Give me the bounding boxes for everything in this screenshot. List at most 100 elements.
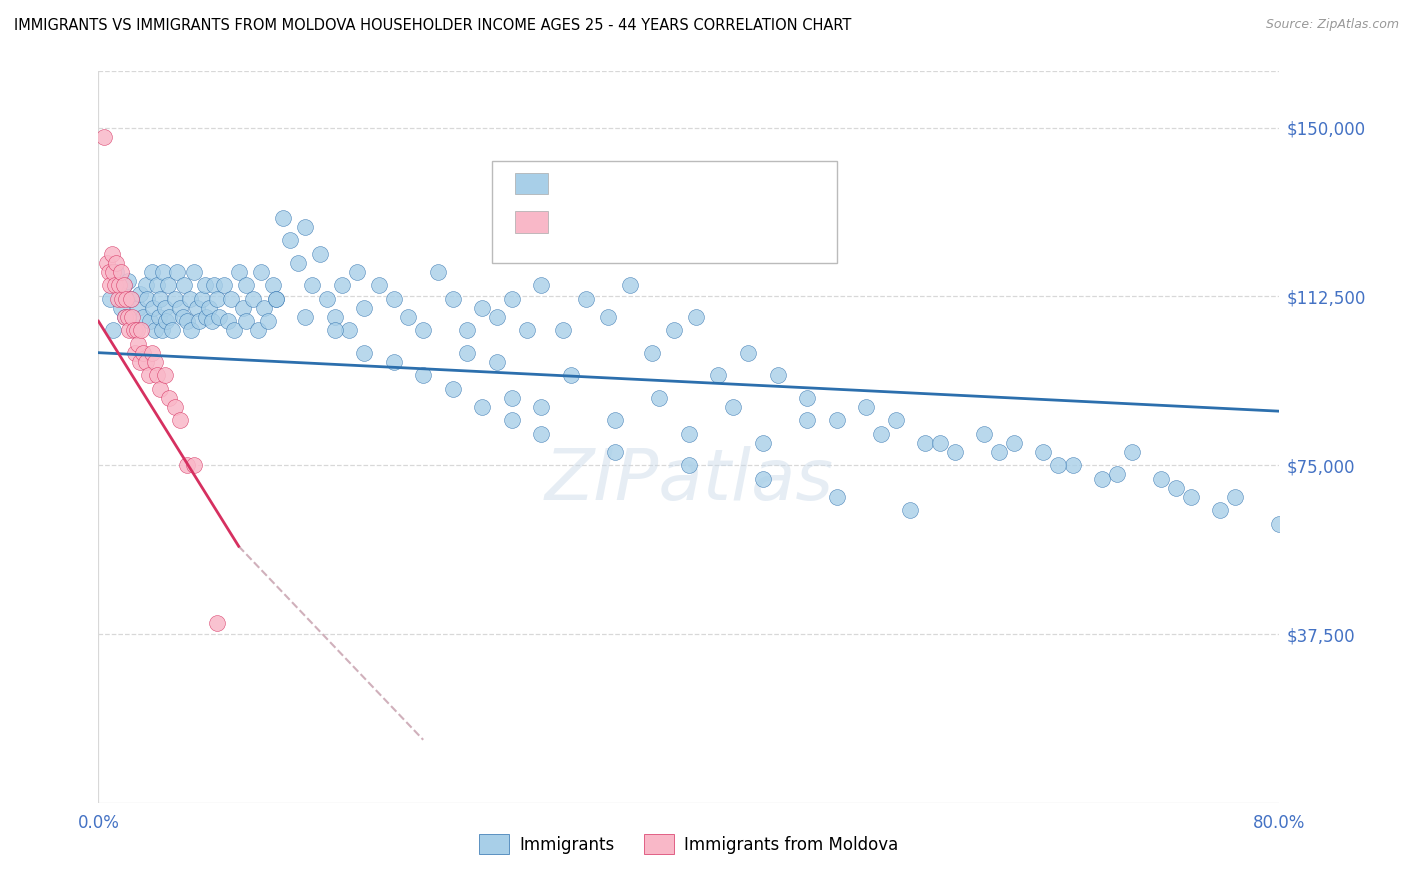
Point (253, 301, 276, 315)
Point (457, 345, 479, 359)
Point (825, 490, 848, 504)
Point (128, 287, 150, 301)
Point (855, 400, 877, 414)
Point (257, 314, 280, 328)
Point (201, 314, 224, 328)
Point (1166, 481, 1188, 495)
Point (294, 219, 316, 234)
Point (104, 278, 127, 293)
Point (179, 292, 201, 306)
Point (172, 310, 194, 324)
Point (129, 323, 152, 337)
Point (246, 323, 269, 337)
Point (176, 458, 198, 473)
Point (309, 246, 332, 260)
Point (141, 265, 163, 279)
Point (143, 323, 166, 337)
Point (530, 400, 553, 414)
Point (486, 310, 509, 324)
Point (121, 310, 143, 324)
Point (271, 211, 294, 225)
Text: -0.471: -0.471 (593, 216, 658, 234)
Point (1225, 490, 1247, 504)
Point (146, 278, 169, 293)
Point (139, 314, 162, 328)
Point (471, 400, 494, 414)
Point (132, 345, 155, 359)
Point (103, 265, 125, 279)
Point (501, 391, 523, 405)
Point (108, 278, 131, 293)
Point (988, 444, 1011, 458)
Point (796, 413, 818, 427)
Point (115, 292, 138, 306)
Point (205, 292, 228, 306)
Point (96, 255, 118, 269)
Point (183, 265, 205, 279)
Point (530, 278, 553, 293)
Point (1121, 444, 1143, 458)
Point (153, 368, 176, 383)
Point (605, 444, 627, 458)
Point (146, 368, 169, 383)
Point (97, 265, 120, 279)
Point (176, 314, 198, 328)
Point (169, 301, 191, 315)
Point (212, 278, 235, 293)
Point (141, 345, 163, 359)
Point (105, 265, 128, 279)
Point (143, 354, 166, 368)
Point (339, 323, 361, 337)
Point (114, 310, 136, 324)
Point (560, 368, 582, 383)
Point (224, 323, 246, 337)
Point (707, 368, 730, 383)
Point (127, 301, 149, 315)
Legend: Immigrants, Immigrants from Moldova: Immigrants, Immigrants from Moldova (472, 828, 905, 860)
Point (242, 292, 264, 306)
Point (1032, 444, 1054, 458)
Point (575, 292, 598, 306)
Point (124, 323, 146, 337)
Point (114, 310, 136, 324)
Point (323, 310, 346, 324)
Point (1150, 472, 1173, 486)
Point (766, 368, 789, 383)
Point (180, 323, 202, 337)
Point (353, 345, 375, 359)
Point (132, 310, 155, 324)
Point (202, 278, 225, 293)
Point (412, 368, 434, 383)
Point (195, 310, 218, 324)
Point (232, 301, 254, 315)
Point (153, 301, 176, 315)
Point (169, 413, 191, 427)
Point (165, 400, 187, 414)
Point (98, 292, 121, 306)
Point (112, 278, 135, 293)
Point (235, 278, 257, 293)
Point (1268, 516, 1291, 531)
Point (264, 292, 287, 306)
Point (412, 323, 434, 337)
Point (516, 323, 538, 337)
Point (194, 278, 217, 293)
Point (796, 391, 818, 405)
Point (382, 354, 405, 368)
Point (723, 400, 745, 414)
Point (110, 301, 132, 315)
Text: R =: R = (555, 178, 592, 195)
Point (316, 292, 339, 306)
Point (870, 426, 893, 441)
Point (619, 278, 641, 293)
Point (1180, 490, 1202, 504)
Point (1002, 435, 1025, 450)
Point (678, 458, 700, 473)
Point (117, 310, 139, 324)
Point (98, 278, 121, 293)
Point (149, 292, 172, 306)
Point (100, 246, 122, 260)
Point (142, 301, 165, 315)
Point (235, 314, 257, 328)
Point (914, 435, 936, 450)
